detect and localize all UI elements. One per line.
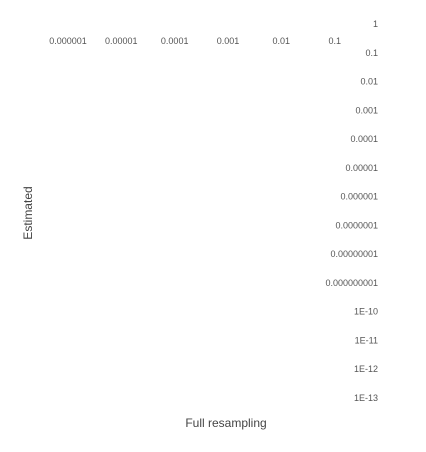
y-tick-label: 0.0000001 — [335, 220, 378, 230]
y-tick-label: 0.000000001 — [325, 278, 378, 288]
y-axis-title: Estimated — [21, 186, 35, 239]
y-tick-label: 0.00001 — [345, 163, 378, 173]
x-tick-label: 0.000001 — [49, 36, 87, 46]
y-tick-label: 0.01 — [360, 77, 378, 87]
y-tick-label: 1E-12 — [354, 364, 378, 374]
y-tick-label: 1E-13 — [354, 393, 378, 403]
y-tick-label: 0.000001 — [340, 192, 378, 202]
x-tick-label: 0.001 — [217, 36, 240, 46]
x-tick-label: 0.00001 — [105, 36, 138, 46]
y-tick-label: 1 — [373, 19, 378, 29]
y-tick-label: 0.0001 — [350, 134, 378, 144]
x-axis-ticks: 0.000001 0.00001 0.0001 0.001 0.01 0.1 — [49, 36, 341, 46]
y-tick-label: 0.00000001 — [330, 249, 378, 259]
y-tick-label: 0.001 — [355, 105, 378, 115]
y-tick-label: 1E-10 — [354, 307, 378, 317]
y-tick-label: 0.1 — [365, 48, 378, 58]
y-axis-ticks: 1 0.1 0.01 0.001 0.0001 0.00001 0.000001 0.0000… — [325, 19, 378, 403]
x-tick-label: 0.01 — [273, 36, 291, 46]
x-tick-label: 0.0001 — [161, 36, 189, 46]
x-tick-label: 0.1 — [328, 36, 341, 46]
x-axis-title: Full resampling — [185, 416, 266, 430]
y-tick-label: 1E-11 — [355, 336, 378, 346]
